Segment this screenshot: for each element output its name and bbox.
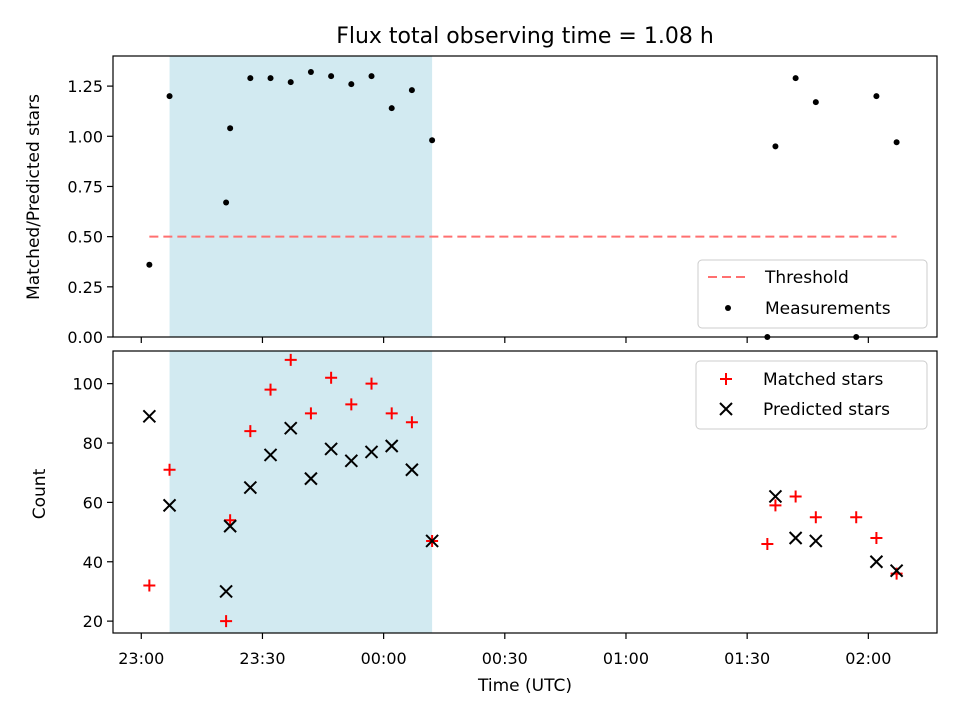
- predicted-stars-point: [324, 442, 338, 456]
- legend-box: [697, 259, 928, 329]
- predicted-stars-point: [384, 439, 399, 453]
- y-tick-label: 60: [83, 493, 103, 512]
- y-tick-label: 0.25: [67, 278, 103, 297]
- predicted-stars-point: [809, 534, 823, 548]
- measurement-point: [227, 125, 234, 132]
- predicted-stars-point: [425, 534, 439, 548]
- x-tick-label: 01:00: [603, 649, 649, 668]
- count-axis-ylabel: Count: [30, 468, 50, 519]
- ratio-axis-ylabel: Matched/Predicted stars: [24, 94, 44, 300]
- y-tick-label: 40: [83, 553, 103, 572]
- x-tick-label: 00:30: [482, 649, 528, 668]
- legend-matched-swatch: [720, 373, 732, 385]
- shaded-observing-window: [169, 351, 433, 633]
- legend: Threshold Measurements: [697, 259, 928, 329]
- matched-stars-point: [761, 537, 774, 550]
- matched-stars-point: [789, 490, 802, 503]
- legend-predicted-swatch: [719, 402, 733, 416]
- chart-title: Flux total observing time = 1.08 h: [336, 24, 714, 49]
- measurement-point: [328, 73, 335, 80]
- matched-stars-point: [163, 463, 176, 476]
- matched-stars-point: [224, 514, 237, 527]
- measurement-point: [893, 139, 900, 146]
- legend-matched-label: Matched stars: [763, 370, 883, 390]
- predicted-stars-point: [304, 471, 318, 486]
- matched-stars-point: [325, 371, 338, 384]
- predicted-stars-point: [405, 463, 419, 477]
- predicted-stars-point: [788, 531, 803, 545]
- axes-frame: [112, 350, 938, 634]
- legend-threshold-label: Threshold: [764, 268, 849, 288]
- measurement-point: [792, 75, 799, 82]
- y-tick-label: 20: [83, 612, 103, 631]
- matched-stars-point: [870, 532, 883, 545]
- y-tick-label: 0.75: [67, 177, 103, 196]
- axes-frame: [112, 55, 938, 338]
- measurement-point: [247, 75, 254, 82]
- predicted-stars-point: [223, 519, 237, 533]
- measurement-point: [873, 93, 880, 100]
- matched-stars-point: [304, 407, 317, 420]
- shaded-observing-window: [169, 56, 433, 337]
- matched-stars-point: [365, 377, 378, 390]
- measurement-point: [408, 87, 415, 94]
- measurement-point: [348, 81, 355, 88]
- time-axis-xlabel: Time (UTC): [477, 676, 572, 696]
- measurement-point: [429, 137, 436, 144]
- predicted-stars-point: [869, 555, 884, 569]
- predicted-stars-point: [344, 454, 359, 468]
- y-tick-label: 0.50: [67, 228, 103, 247]
- x-tick-label: 23:00: [118, 649, 164, 668]
- matched-stars-point: [769, 499, 782, 512]
- measurement-point: [368, 73, 375, 80]
- y-tick-label: 80: [83, 434, 103, 453]
- measurement-point: [772, 143, 779, 150]
- predicted-stars-point: [364, 445, 379, 459]
- matched-stars-point: [850, 511, 863, 524]
- measurement-point: [223, 199, 230, 206]
- matched-stars-point: [284, 353, 297, 366]
- predicted-stars-point: [284, 421, 298, 435]
- measurement-point: [388, 105, 395, 112]
- measurement-point: [166, 93, 173, 100]
- predicted-stars-point: [889, 563, 904, 578]
- legend-box: [695, 360, 928, 430]
- matched-stars-point: [264, 383, 277, 396]
- measurement-point: [146, 261, 153, 268]
- predicted-stars-point: [162, 498, 177, 513]
- predicted-stars-point: [219, 584, 233, 599]
- x-tick-label: 02:00: [845, 649, 891, 668]
- matched-stars-point: [244, 425, 257, 438]
- predicted-stars-point: [263, 448, 278, 462]
- measurement-point: [812, 99, 819, 106]
- y-tick-label: 1.25: [67, 77, 103, 96]
- measurement-point: [267, 75, 274, 82]
- y-tick-label: 1.00: [67, 127, 103, 146]
- predicted-stars-point: [243, 480, 258, 495]
- measurement-point: [287, 79, 294, 86]
- legend-predicted-label: Predicted stars: [763, 400, 890, 420]
- y-tick-label: 0.00: [67, 328, 103, 347]
- legend: Matched stars Predicted stars: [695, 360, 928, 430]
- y-tick-label: 100: [72, 375, 103, 394]
- matched-stars-point: [143, 579, 156, 592]
- x-tick-label: 01:30: [724, 649, 770, 668]
- matched-stars-point: [220, 615, 233, 628]
- measurement-point: [307, 69, 314, 76]
- matched-stars-point: [385, 407, 398, 420]
- count-panel: 20 40 60 80 100 23:00 23:30 00:00 00:30 01:00 01:3…: [72, 350, 938, 668]
- matched-stars-point: [405, 416, 418, 429]
- ratio-panel: 0.00 0.25 0.50 0.75 1.00 1.25 Threshold Measure…: [67, 55, 938, 347]
- legend-measurements-swatch: [725, 305, 731, 311]
- predicted-stars-point: [768, 489, 783, 504]
- predicted-stars-point: [142, 409, 157, 424]
- legend-measurements-label: Measurements: [765, 299, 891, 319]
- x-tick-label: 00:00: [361, 649, 407, 668]
- matched-stars-point: [345, 398, 358, 411]
- matched-stars-point: [809, 511, 822, 524]
- x-tick-label: 23:30: [239, 649, 285, 668]
